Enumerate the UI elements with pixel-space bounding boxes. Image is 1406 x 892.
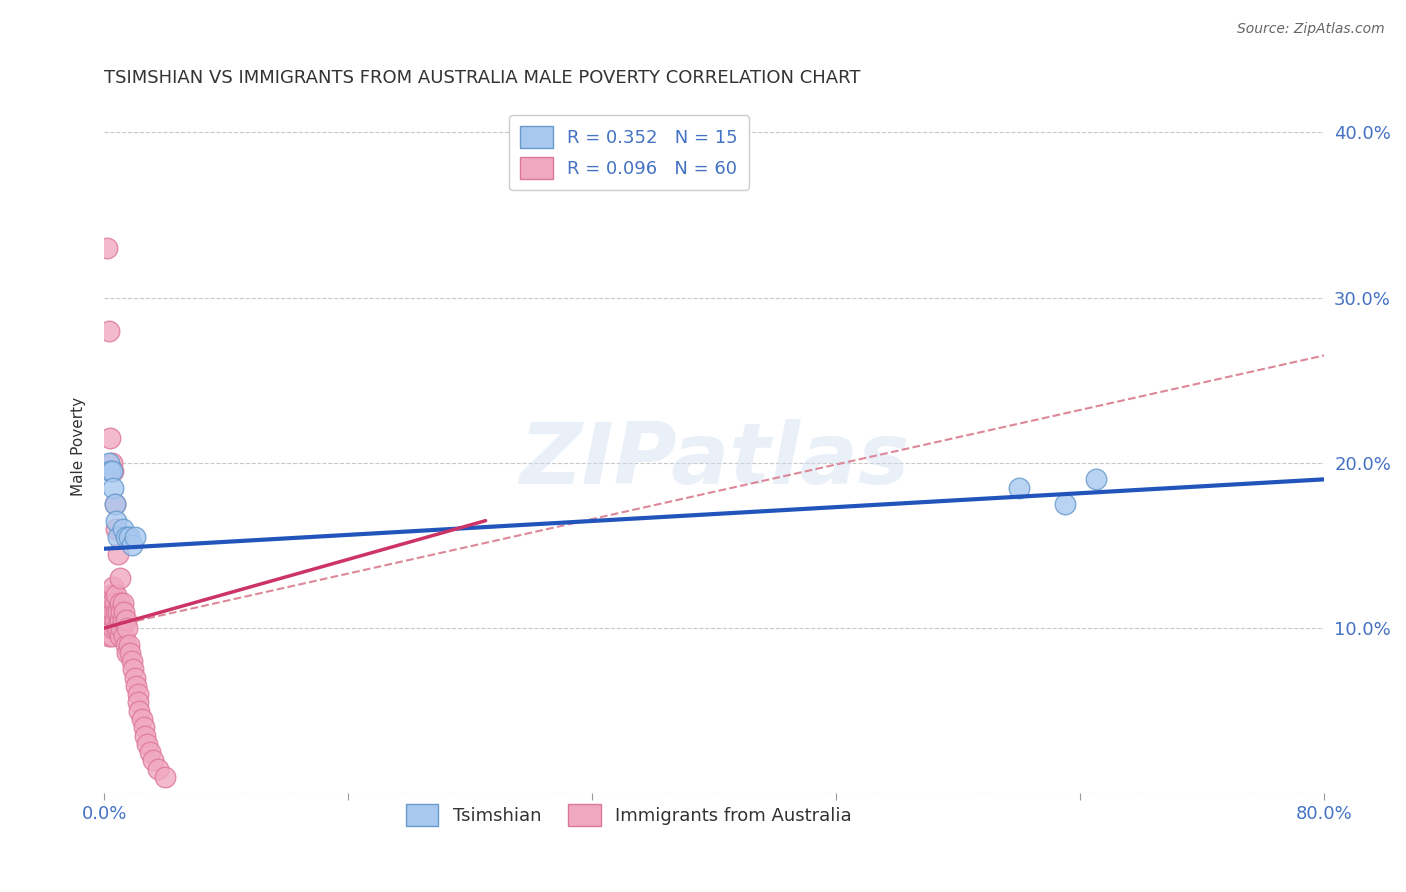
Point [114,638,136,652]
Point [97,456,120,470]
Point [132,720,155,734]
Point [101,629,124,643]
Text: Source: ZipAtlas.com: Source: ZipAtlas.com [1237,22,1385,37]
Point [155,770,177,784]
Point [112,629,135,643]
Point [96,241,118,255]
Point [100,464,122,478]
Point [111,596,134,610]
Point [96,605,118,619]
Point [97,596,120,610]
Point [120,646,142,660]
Point [131,712,153,726]
Point [101,456,124,470]
Point [101,596,124,610]
Point [111,613,134,627]
Point [139,745,162,759]
Point [115,621,138,635]
Point [114,613,136,627]
Point [101,613,124,627]
Point [121,538,143,552]
Point [103,580,125,594]
Point [124,530,146,544]
Point [104,596,127,610]
Point [110,621,132,635]
Point [111,522,134,536]
Point [107,605,129,619]
Point [105,621,128,635]
Point [112,605,135,619]
Point [108,613,131,627]
Point [105,514,128,528]
Text: TSIMSHIAN VS IMMIGRANTS FROM AUSTRALIA MALE POVERTY CORRELATION CHART: TSIMSHIAN VS IMMIGRANTS FROM AUSTRALIA M… [104,69,860,87]
Point [110,605,132,619]
Point [127,687,149,701]
Point [1084,472,1107,486]
Point [115,646,138,660]
Point [114,530,136,544]
Point [104,497,127,511]
Point [1054,497,1077,511]
Point [101,464,124,478]
Point [107,530,129,544]
Point [146,762,169,776]
Point [100,621,122,635]
Point [125,679,148,693]
Point [100,588,122,602]
Text: ZIPatlas: ZIPatlas [519,418,910,501]
Point [97,613,120,627]
Point [105,522,128,536]
Point [122,662,145,676]
Point [128,704,150,718]
Point [105,605,128,619]
Point [118,530,141,544]
Point [1008,481,1031,495]
Point [96,621,118,635]
Point [100,431,122,445]
Point [108,572,131,586]
Point [124,671,146,685]
Point [103,464,125,478]
Point [127,695,149,709]
Point [104,497,127,511]
Point [97,324,120,338]
Point [121,654,143,668]
Point [108,596,131,610]
Point [136,737,159,751]
Point [142,753,165,767]
Point [103,481,125,495]
Point [103,621,125,635]
Point [107,547,129,561]
Point [100,605,122,619]
Point [97,629,120,643]
Point [107,621,129,635]
Point [134,729,156,743]
Point [105,588,128,602]
Point [104,613,127,627]
Point [108,629,131,643]
Point [118,638,141,652]
Point [103,605,125,619]
Legend: Tsimshian, Immigrants from Australia: Tsimshian, Immigrants from Australia [399,797,859,833]
Y-axis label: Male Poverty: Male Poverty [72,397,86,496]
